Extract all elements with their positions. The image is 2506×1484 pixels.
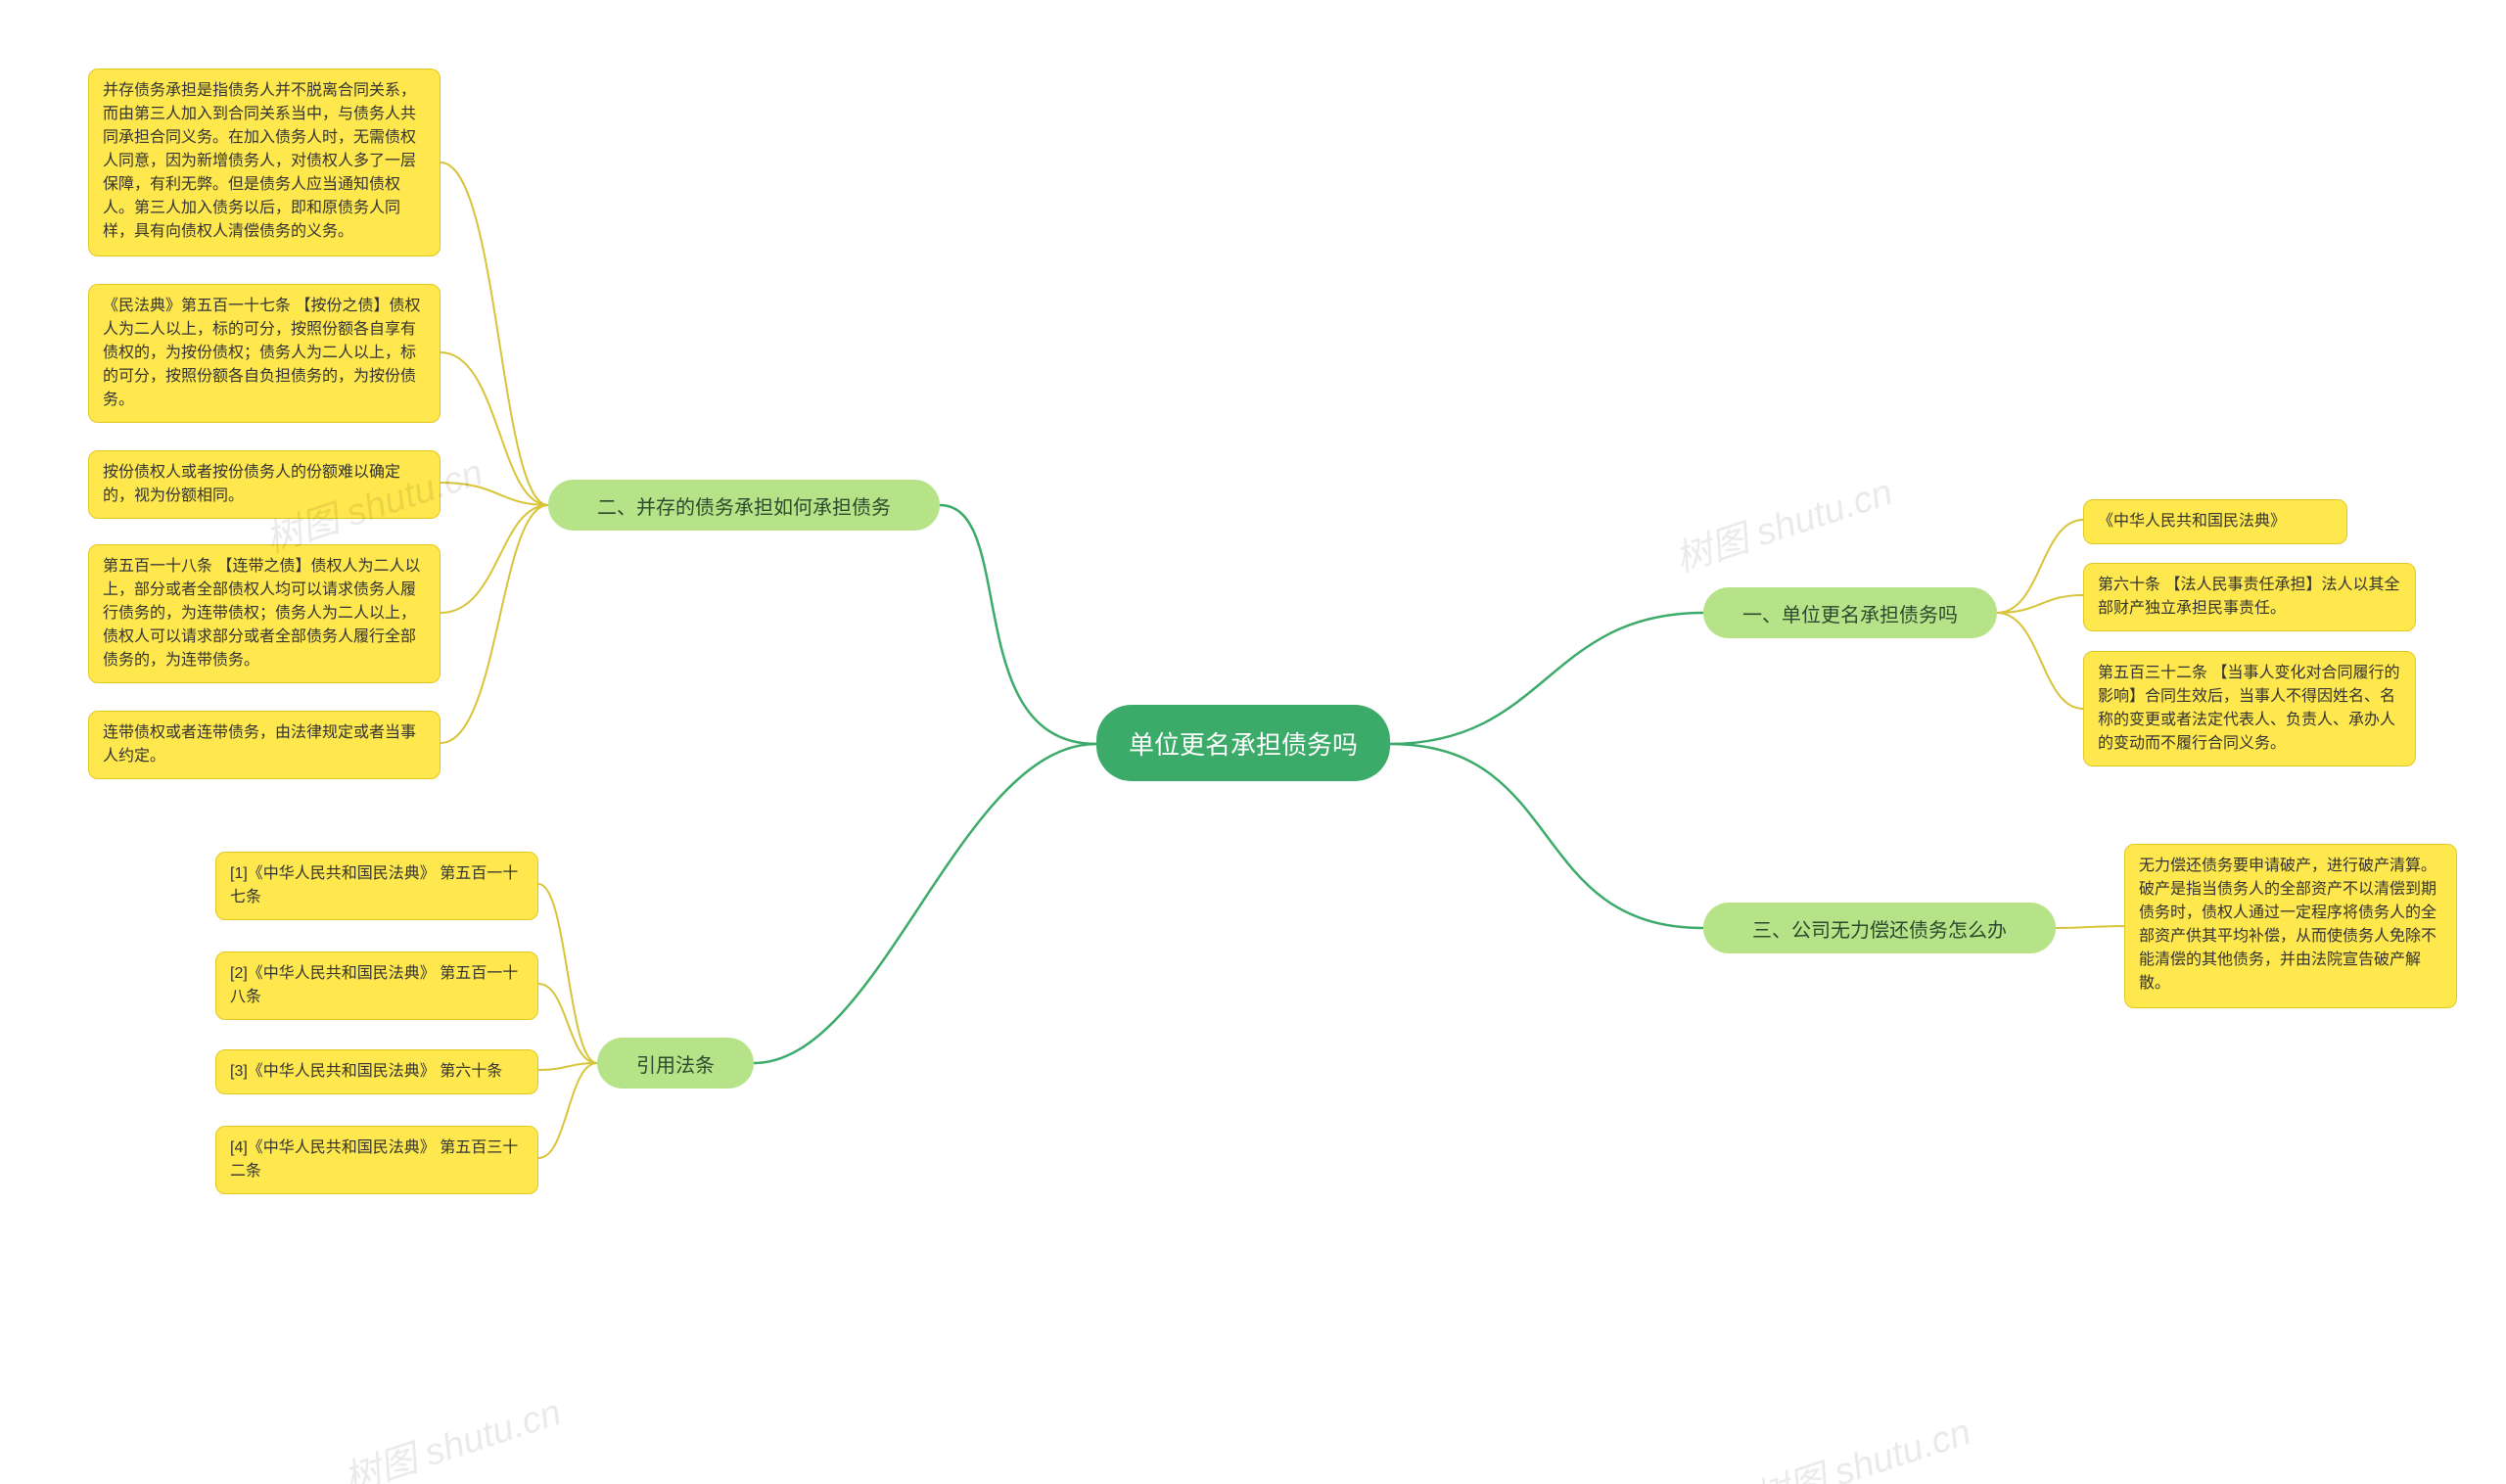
branch-node[interactable]: 引用法条 [597,1038,754,1089]
leaf-node[interactable]: [2]《中华人民共和国民法典》 第五百一十八条 [215,951,538,1020]
leaf-text: 按份债权人或者按份债务人的份额难以确定的，视为份额相同。 [103,464,400,504]
branch-node[interactable]: 一、单位更名承担债务吗 [1703,587,1997,638]
leaf-node[interactable]: 《民法典》第五百一十七条 【按份之债】债权人为二人以上，标的可分，按照份额各自享… [88,284,441,423]
mindmap-canvas: 单位更名承担债务吗 一、单位更名承担债务吗 二、并存的债务承担如何承担债务三、公司… [0,0,2506,1484]
watermark-text: 树图 shutu.cn [1745,1402,1976,1484]
leaf-text: [2]《中华人民共和国民法典》 第五百一十八条 [230,965,518,1005]
branch-node[interactable]: 二、并存的债务承担如何承担债务 [548,480,940,531]
leaf-text: 并存债务承担是指债务人并不脱离合同关系，而由第三人加入到合同关系当中，与债务人共… [103,82,416,240]
leaf-text: [4]《中华人民共和国民法典》 第五百三十二条 [230,1139,518,1180]
edge-leaf [1997,613,2083,709]
branch-label: 引用法条 [636,1049,715,1078]
edge-leaf [441,505,548,743]
edge-leaf [538,1063,597,1158]
leaf-text: 第五百三十二条 【当事人变化对合同履行的影响】合同生效后，当事人不得因姓名、名称… [2098,665,2399,752]
edge-main [754,744,1096,1063]
root-label: 单位更名承担债务吗 [1129,725,1358,762]
edge-leaf [538,984,597,1063]
leaf-text: 无力偿还债务要申请破产，进行破产清算。破产是指当债务人的全部资产不以清偿到期债务… [2139,858,2436,992]
branch-label: 三、公司无力偿还债务怎么办 [1752,914,2007,943]
edge-leaf [441,483,548,505]
leaf-text: [1]《中华人民共和国民法典》 第五百一十七条 [230,865,518,905]
leaf-node[interactable]: 按份债权人或者按份债务人的份额难以确定的，视为份额相同。 [88,450,441,519]
leaf-node[interactable]: 《中华人民共和国民法典》 [2083,499,2347,544]
leaf-text: 第六十条 【法人民事责任承担】法人以其全部财产独立承担民事责任。 [2098,577,2399,617]
edge-leaf [2056,926,2124,928]
watermark-text: 树图 shutu.cn [1667,462,1898,582]
edge-leaf [538,1063,597,1070]
leaf-text: 《民法典》第五百一十七条 【按份之债】债权人为二人以上，标的可分，按照份额各自享… [103,298,420,408]
leaf-node[interactable]: 连带债权或者连带债务，由法律规定或者当事人约定。 [88,711,441,779]
branch-node[interactable]: 三、公司无力偿还债务怎么办 [1703,903,2056,953]
edge-leaf [538,884,597,1063]
edge-leaf [1997,595,2083,613]
watermark-text: 树图 shutu.cn [336,1382,567,1484]
leaf-text: 《中华人民共和国民法典》 [2098,513,2286,530]
leaf-node[interactable]: [3]《中华人民共和国民法典》 第六十条 [215,1049,538,1094]
edge-main [1390,613,1703,744]
edge-leaf [1997,520,2083,613]
leaf-node[interactable]: 无力偿还债务要申请破产，进行破产清算。破产是指当债务人的全部资产不以清偿到期债务… [2124,844,2457,1008]
branch-label: 一、单位更名承担债务吗 [1742,599,1958,627]
leaf-node[interactable]: 第五百三十二条 【当事人变化对合同履行的影响】合同生效后，当事人不得因姓名、名称… [2083,651,2416,766]
leaf-node[interactable]: 第五百一十八条 【连带之债】债权人为二人以上，部分或者全部债权人均可以请求债务人… [88,544,441,683]
leaf-node[interactable]: [4]《中华人民共和国民法典》 第五百三十二条 [215,1126,538,1194]
leaf-node[interactable]: 并存债务承担是指债务人并不脱离合同关系，而由第三人加入到合同关系当中，与债务人共… [88,69,441,256]
root-node[interactable]: 单位更名承担债务吗 [1096,705,1390,781]
leaf-text: 连带债权或者连带债务，由法律规定或者当事人约定。 [103,724,416,765]
leaf-text: [3]《中华人民共和国民法典》 第六十条 [230,1063,502,1080]
edge-main [1390,744,1703,928]
leaf-node[interactable]: [1]《中华人民共和国民法典》 第五百一十七条 [215,852,538,920]
leaf-text: 第五百一十八条 【连带之债】债权人为二人以上，部分或者全部债权人均可以请求债务人… [103,558,420,669]
edge-leaf [441,505,548,613]
edge-main [940,505,1096,744]
branch-label: 二、并存的债务承担如何承担债务 [597,491,891,520]
edge-leaf [441,352,548,505]
edge-leaf [441,162,548,505]
leaf-node[interactable]: 第六十条 【法人民事责任承担】法人以其全部财产独立承担民事责任。 [2083,563,2416,631]
